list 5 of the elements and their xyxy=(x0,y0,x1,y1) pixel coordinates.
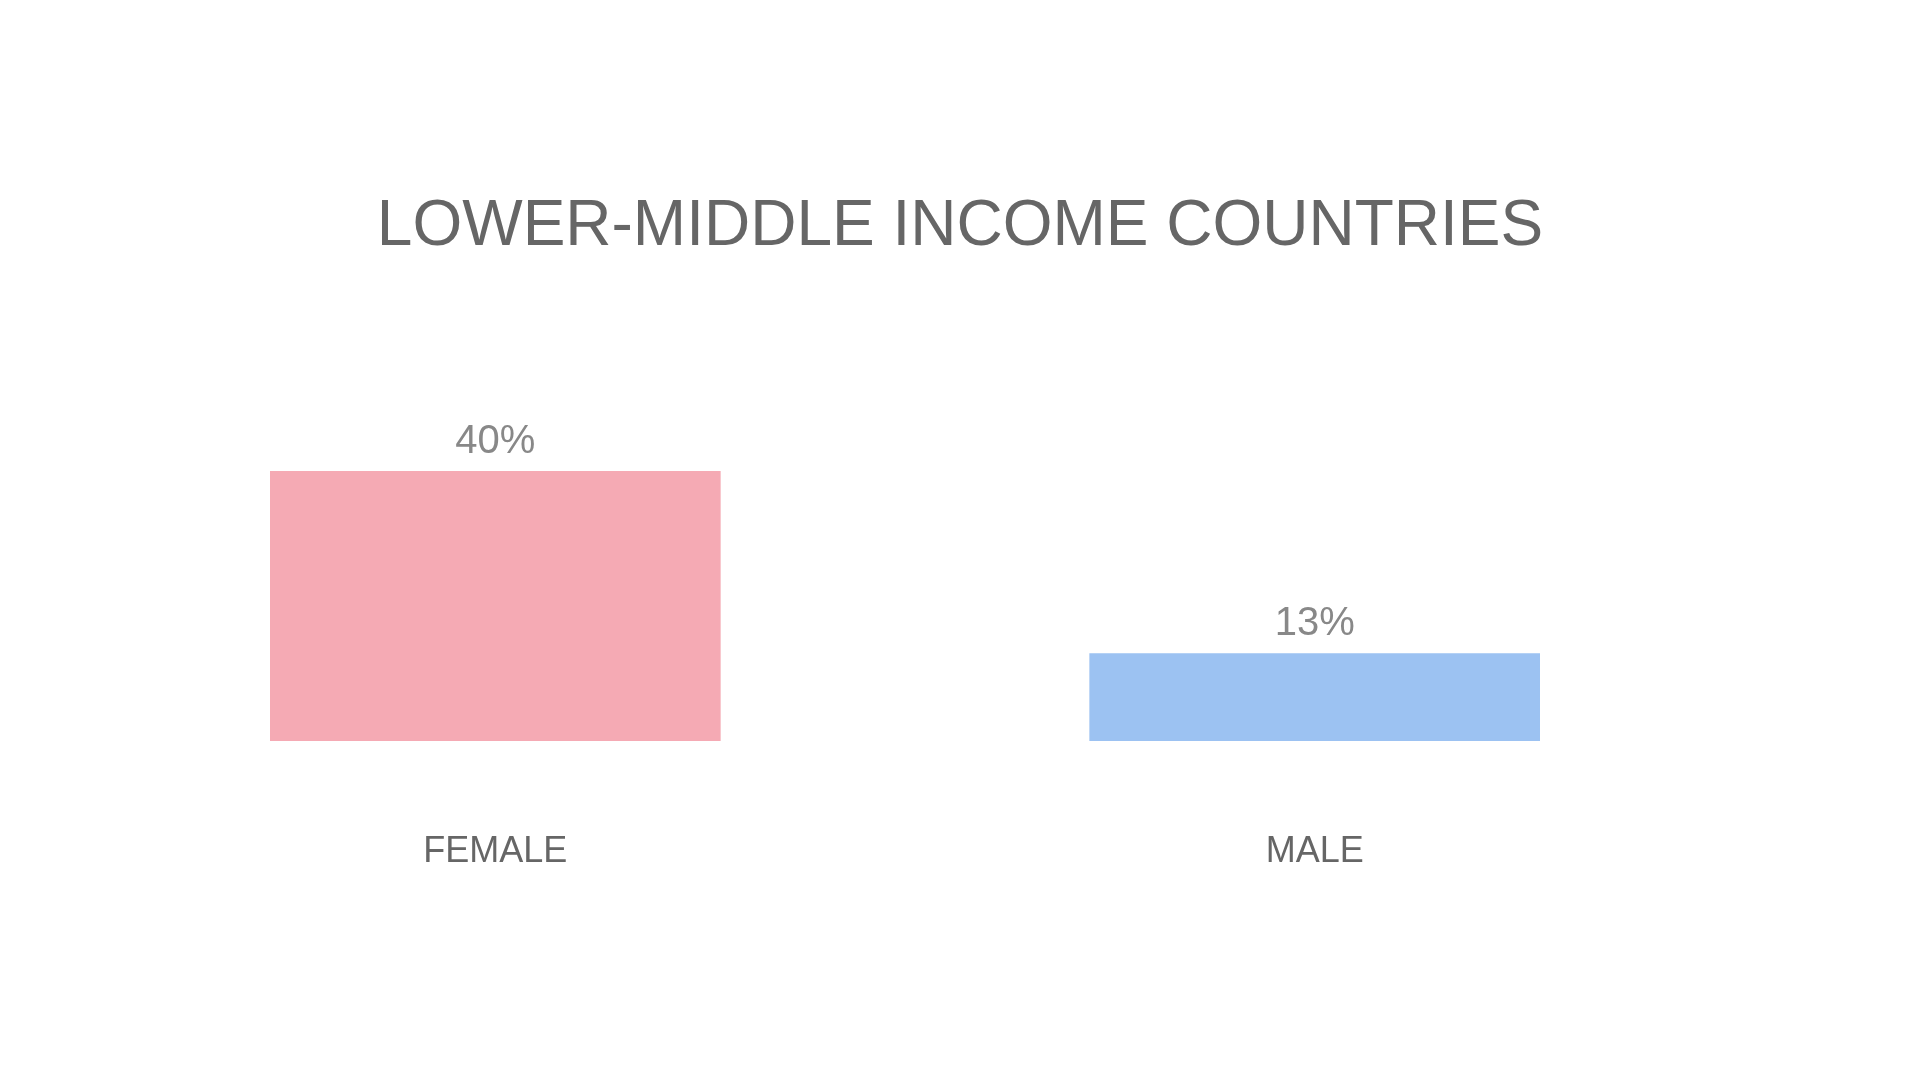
data-label: 13% xyxy=(1274,599,1355,644)
data-label: 40% xyxy=(455,417,536,461)
x-tick-label: FEMALE xyxy=(423,829,568,870)
chart-title: LOWER-MIDDLE INCOME COUNTRIES xyxy=(376,187,1544,259)
x-tick-label: MALE xyxy=(1265,829,1364,870)
